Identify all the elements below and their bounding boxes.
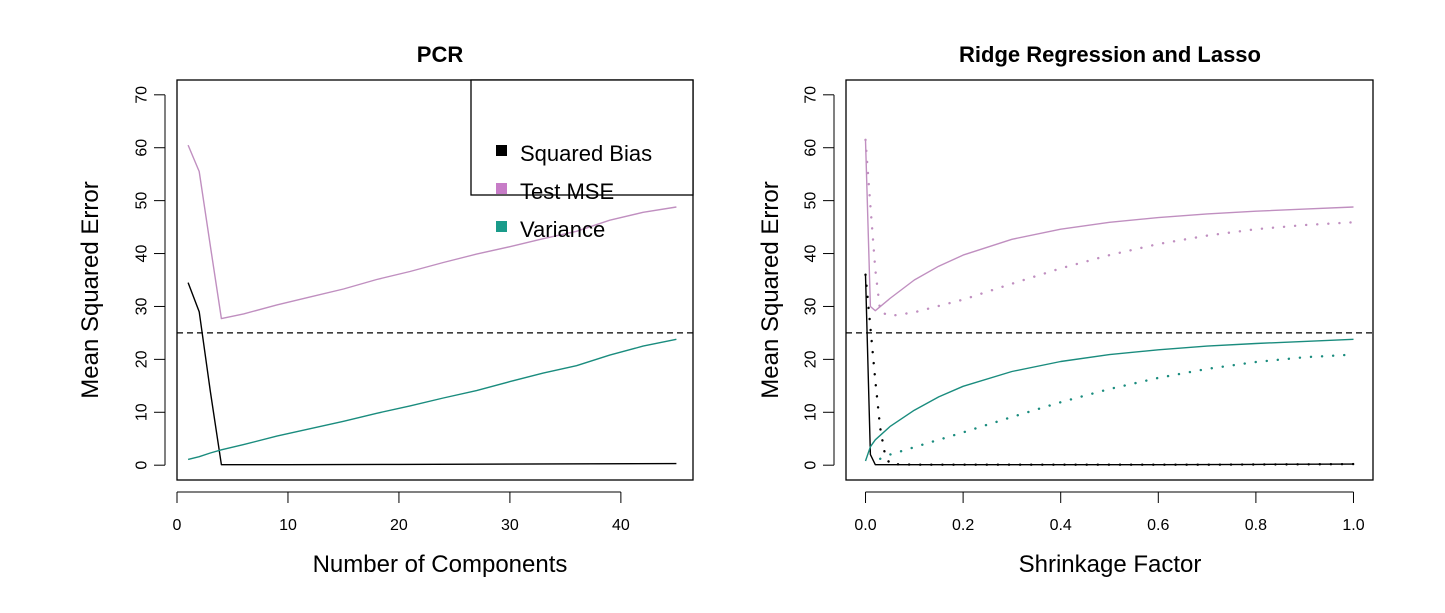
x-tick-label: 30 [501,517,519,534]
chart-title: PCR [417,42,464,67]
plot-area: 0 10 20 30 40 0 10 20 30 40 50 60 70 [134,79,694,534]
x-tick-label: 0.6 [1147,517,1169,534]
y-tick-label: 70 [803,86,820,104]
y-tick-label: 20 [134,350,151,368]
y-tick-label: 10 [134,403,151,421]
series-variance-lasso [864,338,1354,462]
series-test-mse [187,144,677,320]
y-tick-label: 50 [803,192,820,210]
y-tick-label: 20 [803,350,820,368]
y-tick-label: 50 [134,192,151,210]
series-squared-bias [187,282,677,466]
y-tick-label: 30 [803,297,820,315]
x-tick-label: 40 [612,517,630,534]
legend-box [470,79,694,196]
x-axis-label: Number of Components [313,551,568,578]
x-tick-label: 0 [173,517,182,534]
y-axis: 0 10 20 30 40 50 60 70 [134,86,166,470]
legend-label-test-mse: Test MSE [520,179,614,204]
x-axis: 0.0 0.2 0.4 0.6 0.8 1.0 [854,491,1365,534]
y-tick-label: 0 [803,461,820,470]
y-tick-label: 0 [134,461,151,470]
plot-area: 0.0 0.2 0.4 0.6 0.8 1.0 0 10 20 30 40 50 60 70 [803,79,1374,534]
y-tick-label: 30 [134,297,151,315]
x-axis: 0 10 20 30 40 [173,491,630,534]
chart-title: Ridge Regression and Lasso [959,42,1261,67]
x-tick-label: 0.0 [854,517,876,534]
x-tick-label: 10 [279,517,297,534]
legend: Squared Bias Test MSE Variance [470,79,694,242]
series-test-mse-lasso [864,139,1354,312]
legend-label-variance: Variance [520,217,605,242]
x-tick-label: 0.4 [1050,517,1072,534]
x-tick-label: 0.2 [952,517,974,534]
y-tick-label: 40 [134,245,151,263]
legend-swatch-test-mse [496,183,507,194]
legend-label-squared-bias: Squared Bias [520,141,652,166]
legend-swatch-variance [496,221,507,232]
series-squared-bias-lasso [864,274,1354,466]
y-tick-label: 40 [803,245,820,263]
y-axis-label: Mean Squared Error [77,181,104,398]
series-test-mse-ridge [864,138,1355,318]
plot-frame [176,79,694,481]
y-axis: 0 10 20 30 40 50 60 70 [803,86,835,470]
y-tick-label: 60 [803,139,820,157]
y-axis-label: Mean Squared Error [757,181,784,398]
series-variance [187,338,677,461]
x-tick-label: 0.8 [1245,517,1267,534]
x-tick-label: 1.0 [1342,517,1364,534]
pcr-panel: PCR Number of Components Mean Squared Er… [77,42,694,578]
ridge-lasso-panel: Ridge Regression and Lasso Shrinkage Fac… [757,42,1374,578]
x-tick-label: 20 [390,517,408,534]
x-axis-label: Shrinkage Factor [1019,551,1202,578]
series-squared-bias-ridge [864,273,1355,466]
y-tick-label: 70 [134,86,151,104]
plot-frame [845,79,1374,481]
y-tick-label: 10 [803,403,820,421]
y-tick-label: 60 [134,139,151,157]
legend-swatch-squared-bias [496,145,507,156]
series-variance-ridge [879,353,1355,460]
